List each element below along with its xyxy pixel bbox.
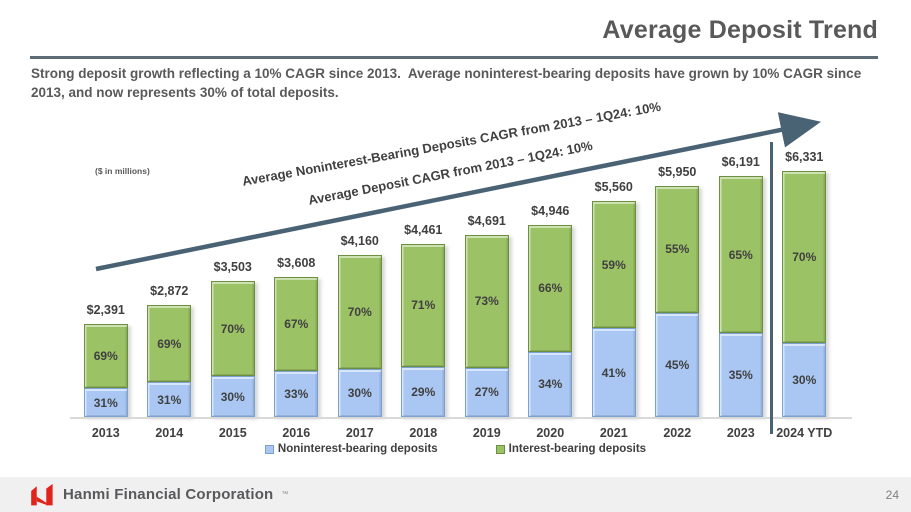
bar-column: $3,503 70% 30% 2015	[201, 0, 265, 440]
noninterest-bearing-segment: 27%	[464, 367, 509, 417]
legend-swatch-icon	[495, 444, 505, 454]
stacked-bar: 67% 33%	[274, 276, 319, 417]
x-axis-category-label: 2018	[409, 426, 438, 440]
x-axis-category-label: 2023	[726, 426, 755, 440]
noninterest-bearing-segment: 34%	[528, 351, 573, 417]
bar-total-label: $4,946	[531, 203, 570, 218]
stacked-bar: 59% 41%	[591, 200, 636, 417]
bars-row: $2,391 69% 31% 2013 $2,872 69% 31% 2014 $3,503 70…	[74, 0, 837, 440]
page-title: Average Deposit Trend	[602, 16, 878, 44]
bar-total-label: $4,691	[467, 213, 506, 228]
bar-column: $6,331 70% 30% 2024 YTD	[773, 0, 837, 440]
footer-company-name: Hanmi Financial Corporation	[63, 486, 274, 503]
intro-text: Strong deposit growth reflecting a 10% C…	[31, 66, 865, 100]
ytd-separator-line	[770, 142, 773, 434]
interest-bearing-segment: 65%	[718, 176, 763, 333]
stacked-bar: 65% 35%	[718, 176, 763, 417]
trademark-mark: ™	[281, 491, 289, 498]
footer-bar: Hanmi Financial Corporation ™ 24	[0, 477, 911, 512]
x-axis-category-label: 2022	[663, 426, 692, 440]
interest-bearing-segment: 59%	[591, 200, 636, 329]
bar-total-label: $3,608	[277, 255, 316, 270]
bar-total-label: $4,160	[340, 234, 379, 249]
noninterest-bearing-segment: 35%	[718, 332, 763, 417]
legend-swatch-icon	[264, 444, 274, 454]
x-axis-category-label: 2016	[282, 426, 311, 440]
x-axis-category-label: 2015	[218, 426, 247, 440]
legend-label: Interest-bearing deposits	[508, 443, 647, 455]
x-axis-category-label: 2013	[91, 426, 120, 440]
interest-bearing-segment: 70%	[210, 280, 255, 377]
bar-total-label: $2,391	[86, 303, 125, 318]
stacked-bar: 69% 31%	[83, 324, 128, 417]
interest-bearing-segment: 66%	[528, 224, 573, 352]
noninterest-bearing-segment: 30%	[337, 368, 382, 417]
noninterest-bearing-segment: 31%	[83, 388, 128, 417]
x-axis-category-label: 2014	[155, 426, 184, 440]
stacked-bar: 70% 30%	[337, 255, 382, 417]
noninterest-bearing-segment: 41%	[591, 328, 636, 417]
stacked-bar: 70% 30%	[210, 280, 255, 417]
x-axis-category-label: 2024 YTD	[776, 426, 833, 440]
bar-column: $5,560 59% 41% 2021	[582, 0, 646, 440]
interest-bearing-segment: 55%	[655, 185, 700, 313]
legend-item: Noninterest-bearing deposits	[264, 443, 438, 455]
x-axis-category-label: 2020	[536, 426, 565, 440]
interest-bearing-segment: 70%	[782, 171, 827, 344]
bar-total-label: $5,560	[594, 179, 633, 194]
legend-item: Interest-bearing deposits	[495, 443, 647, 455]
bar-total-label: $4,461	[404, 222, 443, 237]
interest-bearing-segment: 70%	[337, 255, 382, 369]
bar-total-label: $2,872	[150, 284, 189, 299]
stacked-bar: 69% 31%	[147, 305, 192, 417]
bar-column: $4,946 66% 34% 2020	[519, 0, 583, 440]
x-axis-category-label: 2019	[472, 426, 501, 440]
bar-column: $4,160 70% 30% 2017	[328, 0, 392, 440]
bar-column: $4,461 71% 29% 2018	[392, 0, 456, 440]
x-axis-category-label: 2021	[599, 426, 628, 440]
bar-total-label: $6,191	[721, 155, 760, 170]
interest-bearing-segment: 69%	[147, 305, 192, 383]
title-divider	[30, 56, 878, 59]
noninterest-bearing-segment: 30%	[782, 343, 827, 417]
noninterest-bearing-segment: 33%	[274, 370, 319, 417]
legend-label: Noninterest-bearing deposits	[277, 443, 438, 455]
bar-total-label: $3,503	[213, 259, 252, 274]
stacked-bar: 71% 29%	[401, 243, 446, 417]
interest-bearing-segment: 73%	[464, 234, 509, 368]
noninterest-bearing-segment: 29%	[401, 366, 446, 417]
units-note: ($ in millions)	[95, 166, 150, 176]
stacked-bar: 66% 34%	[528, 224, 573, 417]
bar-total-label: $5,950	[658, 164, 697, 179]
bar-column: $5,950 55% 45% 2022	[646, 0, 710, 440]
bar-column: $3,608 67% 33% 2016	[265, 0, 329, 440]
noninterest-bearing-segment: 45%	[655, 312, 700, 417]
bar-column: $6,191 65% 35% 2023	[709, 0, 773, 440]
stacked-bar: 73% 27%	[464, 234, 509, 417]
interest-bearing-segment: 69%	[83, 324, 128, 389]
interest-bearing-segment: 67%	[274, 276, 319, 371]
bar-column: $2,391 69% 31% 2013	[74, 0, 138, 440]
bar-column: $4,691 73% 27% 2019	[455, 0, 519, 440]
noninterest-bearing-segment: 30%	[210, 376, 255, 417]
bar-total-label: $6,331	[785, 150, 824, 164]
page-number: 24	[885, 487, 899, 502]
interest-bearing-segment: 71%	[401, 243, 446, 367]
hanmi-logo-icon	[31, 483, 53, 505]
x-axis-category-label: 2017	[345, 426, 374, 440]
chart-legend: Noninterest-bearing deposits Interest-bea…	[0, 443, 911, 455]
bar-column: $2,872 69% 31% 2014	[138, 0, 202, 440]
x-axis-line	[70, 417, 852, 419]
stacked-bar: 55% 45%	[655, 185, 700, 417]
noninterest-bearing-segment: 31%	[147, 382, 192, 417]
stacked-bar: 70% 30%	[782, 171, 827, 417]
hanmi-logo: Hanmi Financial Corporation ™	[28, 483, 288, 507]
